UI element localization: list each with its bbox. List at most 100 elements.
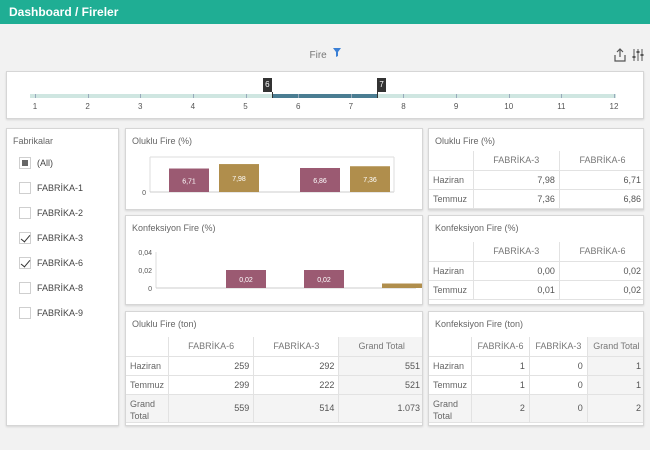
slider-selected-range[interactable] bbox=[271, 94, 378, 98]
table-cell: 292 bbox=[253, 356, 339, 376]
slider-label[interactable]: 4 bbox=[190, 102, 196, 111]
fabrika-label: FABRİKA-3 bbox=[37, 233, 84, 243]
slider-handle-end[interactable]: 7 bbox=[377, 78, 387, 92]
fabrika-checkbox[interactable] bbox=[19, 182, 31, 194]
table-header-row: FABRİKA-6 FABRİKA-3 Grand Total bbox=[429, 337, 643, 357]
table-column-header[interactable]: FABRİKA-6 bbox=[471, 337, 530, 357]
slider-label[interactable]: 9 bbox=[453, 102, 459, 111]
slider-label[interactable]: 10 bbox=[504, 102, 514, 111]
table-column-header[interactable]: FABRİKA-3 bbox=[472, 151, 560, 171]
bar-value-label: 7,36 bbox=[363, 177, 377, 184]
oluklu-ton-table: FABRİKA-6 FABRİKA-3 Grand Total Haziran 259 2… bbox=[126, 337, 422, 423]
slider-handle-end-line bbox=[377, 92, 379, 98]
table-row-label: Haziran bbox=[429, 356, 472, 376]
slider-tick bbox=[403, 94, 405, 98]
share-icon[interactable] bbox=[613, 48, 627, 62]
table-row-label: Temmuz bbox=[429, 375, 472, 395]
slider-tick bbox=[245, 94, 247, 98]
oluklu-pct-chart-panel: Oluklu Fire (%) 0 6,71 7,98 6,86 7,36 bbox=[125, 128, 423, 210]
table-cell: 0,02 bbox=[558, 280, 643, 300]
konf-pct-table: FABRİKA-3 FABRİKA-6 Haziran 0,00 0,02 Temmuz 0… bbox=[429, 242, 643, 300]
table-column-header[interactable]: FABRİKA-6 bbox=[168, 337, 254, 357]
table-cell: 0 bbox=[528, 356, 588, 376]
slider-tick bbox=[35, 94, 36, 98]
table-cell: 0 bbox=[528, 375, 588, 395]
table-row[interactable]: Temmuz 1 0 1 bbox=[429, 375, 643, 395]
oluklu-pct-table-title: Oluklu Fire (%) bbox=[435, 136, 496, 146]
table-row-label: Haziran bbox=[126, 356, 169, 376]
table-row[interactable]: Temmuz 299 222 521 bbox=[126, 375, 422, 395]
y-tick-label: 0,02 bbox=[138, 268, 152, 275]
table-row-label: Grand Total bbox=[429, 394, 472, 423]
filter-icon[interactable] bbox=[332, 48, 341, 60]
table-column-header[interactable]: FABRİKA-3 bbox=[472, 242, 560, 262]
slider-tick bbox=[614, 94, 615, 98]
table-row[interactable]: Grand Total 2 0 2 bbox=[429, 394, 643, 423]
slider-handle-start[interactable]: 6 bbox=[262, 78, 272, 92]
slider-label[interactable]: 1 bbox=[32, 102, 38, 111]
slider-label[interactable]: 6 bbox=[295, 102, 301, 111]
table-row-label: Grand Total bbox=[126, 394, 169, 423]
chart-bar bbox=[219, 164, 259, 192]
fabrika-filter-title: Fabrikalar bbox=[13, 136, 54, 146]
slider-label[interactable]: 2 bbox=[85, 102, 90, 111]
table-row[interactable]: Temmuz 7,36 6,86 bbox=[429, 189, 643, 209]
table-row-label: Temmuz bbox=[429, 280, 473, 300]
table-column-header[interactable]: FABRİKA-6 bbox=[558, 242, 643, 262]
slider-tick bbox=[561, 94, 563, 98]
table-row-label: Temmuz bbox=[126, 375, 169, 395]
slider-label[interactable]: 11 bbox=[557, 102, 566, 111]
table-cell: 222 bbox=[253, 375, 339, 395]
fabrika-checkbox[interactable] bbox=[19, 257, 31, 269]
table-row-label: Haziran bbox=[429, 170, 473, 190]
chart-bar bbox=[169, 168, 209, 192]
table-row[interactable]: Haziran 259 292 551 bbox=[126, 356, 422, 376]
breadcrumb: Dashboard / Fireler bbox=[9, 5, 119, 19]
table-column-header[interactable]: FABRİKA-6 bbox=[558, 151, 643, 171]
table-cell: 1 bbox=[471, 356, 530, 376]
table-cell: 2 bbox=[471, 394, 530, 423]
table-column-header[interactable]: FABRİKA-3 bbox=[253, 337, 339, 357]
chart-bar bbox=[382, 283, 422, 288]
sliders-icon[interactable] bbox=[631, 48, 645, 62]
chart-bar bbox=[350, 166, 390, 192]
y-tick-label: 0 bbox=[148, 286, 152, 293]
slider-tick bbox=[192, 94, 194, 98]
table-column-header[interactable]: FABRİKA-3 bbox=[528, 337, 588, 357]
konf-ton-table-title: Konfeksiyon Fire (ton) bbox=[435, 319, 524, 329]
bar-value-label: 0,02 bbox=[239, 277, 253, 284]
konf-pct-table-title: Konfeksiyon Fire (%) bbox=[435, 223, 519, 233]
table-row[interactable]: Temmuz 0,01 0,02 bbox=[429, 280, 643, 300]
fabrika-checkbox[interactable] bbox=[19, 282, 31, 294]
slider-label[interactable]: 3 bbox=[138, 102, 143, 111]
table-corner bbox=[429, 337, 472, 357]
table-row[interactable]: Haziran 7,98 6,71 bbox=[429, 170, 643, 190]
slider-label[interactable]: 7 bbox=[348, 102, 354, 111]
slider-label[interactable]: 8 bbox=[401, 102, 406, 111]
table-cell: 1 bbox=[586, 375, 643, 395]
table-cell: 1 bbox=[586, 356, 643, 376]
fabrika-label: FABRİKA-2 bbox=[37, 208, 84, 218]
fabrika-checkbox[interactable] bbox=[19, 207, 31, 219]
table-row[interactable]: Haziran 1 0 1 bbox=[429, 356, 643, 376]
table-column-header[interactable]: Grand Total bbox=[586, 337, 643, 357]
table-row[interactable]: Grand Total 559 514 1.073 bbox=[126, 394, 422, 423]
slider-tick bbox=[298, 94, 300, 98]
slider-handle-start-line bbox=[271, 92, 273, 98]
table-row[interactable]: Haziran 0,00 0,02 bbox=[429, 261, 643, 281]
slider-label[interactable]: 5 bbox=[243, 102, 248, 111]
table-column-header[interactable]: Grand Total bbox=[338, 337, 422, 357]
slider-label[interactable]: 12 bbox=[609, 102, 619, 111]
fabrika-checkbox[interactable] bbox=[19, 157, 31, 169]
fabrika-label: (All) bbox=[37, 158, 53, 168]
oluklu-pct-table: FABRİKA-3 FABRİKA-6 Haziran 7,98 6,71 Temmuz 7… bbox=[429, 151, 643, 209]
slider-tick bbox=[87, 94, 89, 98]
table-cell: 559 bbox=[168, 394, 254, 423]
konf-ton-table: FABRİKA-6 FABRİKA-3 Grand Total Haziran 1 0 1 T… bbox=[429, 337, 643, 423]
fabrika-checkbox[interactable] bbox=[19, 307, 31, 319]
fabrika-label: FABRİKA-6 bbox=[37, 258, 84, 268]
oluklu-pct-chart: 0 6,71 7,98 6,86 7,36 bbox=[142, 156, 395, 197]
slider-tick bbox=[456, 94, 458, 98]
fabrika-checkbox[interactable] bbox=[19, 232, 31, 244]
fabrika-label: FABRİKA-9 bbox=[37, 308, 84, 318]
